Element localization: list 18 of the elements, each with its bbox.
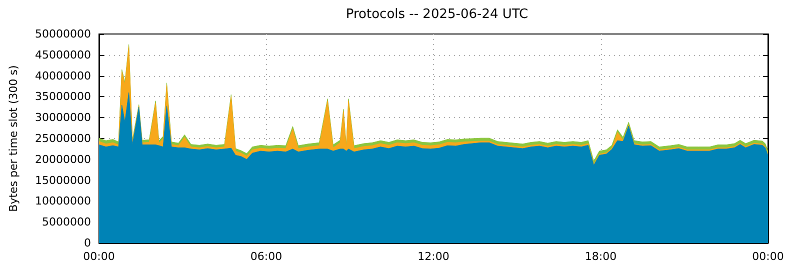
x-tick-label: 06:00: [250, 250, 282, 263]
chart-title: Protocols -- 2025-06-24 UTC: [346, 7, 528, 22]
y-axis-title: Bytes per time slot (300 s): [7, 65, 20, 212]
x-tick-label: 00:00: [752, 250, 784, 263]
y-tick-label: 10000000: [35, 194, 91, 208]
x-tick-label: 00:00: [83, 250, 115, 263]
y-tick-label: 40000000: [35, 69, 91, 82]
y-tick-label: 35000000: [35, 90, 91, 104]
y-tick-label: 30000000: [35, 111, 91, 124]
x-tick-label: 18:00: [584, 250, 617, 263]
y-tick-label: 5000000: [42, 216, 91, 229]
y-tick-label: 15000000: [35, 174, 91, 187]
y-tick-label: 25000000: [35, 132, 91, 145]
y-tick-label: 0: [84, 236, 91, 250]
y-tick-label: 45000000: [35, 48, 91, 62]
y-tick-label: 50000000: [35, 28, 91, 40]
y-tick-label: 20000000: [35, 152, 91, 166]
x-tick-label: 12:00: [418, 250, 450, 263]
